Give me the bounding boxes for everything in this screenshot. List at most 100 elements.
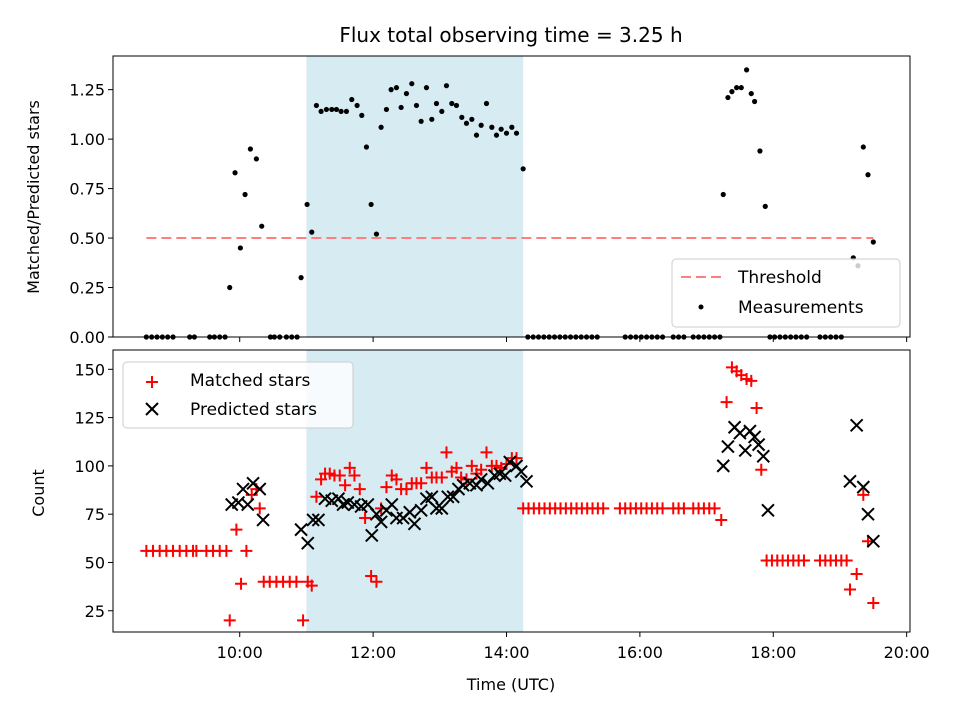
measurement-point: [489, 124, 495, 130]
top-y-axis-ticks: 0.00 0.25 0.50 0.75 1.00 1.25: [69, 81, 113, 347]
predicted-star-point: [435, 501, 449, 516]
matched-star-point: [708, 502, 721, 515]
measurement-point: [483, 100, 490, 107]
measurement-point: [463, 120, 470, 126]
predicted-star-point: [294, 522, 308, 537]
predicted-star-point: [256, 513, 270, 527]
predicted-star-point: [311, 513, 326, 527]
measurement-point: [329, 106, 335, 113]
measurement-point: [398, 104, 404, 111]
matched-star-point: [750, 401, 763, 414]
predicted-star-point: [253, 482, 267, 496]
predicted-star-point: [498, 468, 512, 483]
bottom-y-tick-label: 50: [85, 553, 105, 572]
matched-star-point: [450, 461, 463, 474]
matched-star-point: [359, 512, 372, 525]
matched-star-point: [240, 544, 253, 557]
measurement-points: [143, 67, 876, 340]
measurement-point: [323, 106, 330, 113]
x-tick-label: 20:00: [884, 643, 930, 662]
measurement-point: [453, 102, 460, 109]
legend-measurements-swatch: [698, 304, 704, 310]
measurement-point: [383, 106, 390, 113]
matched-star-point: [720, 396, 733, 409]
bottom-y-tick-label: 150: [74, 360, 105, 379]
matched-star-point: [348, 469, 361, 482]
top-legend: Threshold Measurements: [671, 258, 901, 328]
matched-star-point: [435, 471, 448, 484]
matched-star-point: [400, 483, 413, 496]
measurement-point: [378, 124, 384, 130]
predicted-star-point: [407, 517, 422, 531]
matched-star-point: [365, 569, 378, 582]
matched-star-point: [867, 597, 880, 610]
predicted-star-point: [751, 437, 766, 452]
bottom-y-tick-label: 125: [74, 409, 105, 428]
matched-star-point: [745, 374, 758, 387]
predicted-star-point: [738, 443, 752, 458]
measurement-point: [247, 146, 253, 152]
predicted-stars-points: [225, 418, 881, 550]
predicted-star-point: [474, 472, 488, 487]
bottom-y-tick-label: 100: [74, 457, 105, 476]
measurement-point: [725, 94, 731, 101]
measurement-point: [373, 231, 380, 237]
predicted-star-point: [761, 503, 775, 518]
predicted-star-point: [385, 497, 399, 512]
top-y-tick-label: 0.25: [69, 279, 105, 298]
matched-star-point: [305, 579, 318, 592]
top-plot-frame: [112, 55, 911, 338]
legend-threshold-label: Threshold: [737, 268, 822, 288]
measurement-point: [313, 102, 320, 109]
bottom-x-axis-ticks: 10:00 12:00 14:00 16:00 18:00 20:00: [217, 632, 930, 662]
matched-star-point: [420, 461, 433, 474]
top-y-tick-label: 0.75: [69, 180, 105, 199]
measurement-point: [439, 108, 445, 115]
matched-star-point: [380, 481, 393, 494]
measurement-point: [733, 85, 740, 91]
legend-matched-swatch: [146, 376, 158, 388]
measurement-point: [473, 132, 480, 138]
measurement-point: [227, 284, 233, 291]
matched-star-point: [857, 488, 870, 501]
measurement-point: [413, 102, 420, 109]
measurement-point: [509, 124, 515, 130]
legend-predicted-swatch: [145, 402, 159, 416]
measurement-point: [520, 166, 526, 172]
measurement-point: [237, 245, 243, 251]
bottom-legend-box: [122, 361, 354, 429]
top-highlight-band: [306, 56, 524, 337]
predicted-star-point: [849, 418, 864, 433]
top-y-tick-label: 0.50: [69, 229, 105, 248]
x-tick-label: 18:00: [750, 643, 796, 662]
predicted-star-point: [301, 536, 315, 550]
top-legend-box: [671, 258, 901, 328]
predicted-star-point: [503, 455, 517, 469]
matched-star-point: [755, 463, 768, 476]
bottom-y-axis-ticks: 25 50 75 100 125 150: [74, 360, 113, 621]
matched-star-point: [310, 490, 323, 503]
x-tick-label: 16:00: [617, 643, 663, 662]
matched-star-point: [223, 614, 236, 627]
matched-star-point: [465, 459, 478, 472]
bottom-panel: 25 50 75 100 125 150 10:00 12:00 14:00 16:00 18:0…: [29, 349, 930, 694]
measurement-point: [748, 90, 754, 97]
predicted-star-point: [365, 528, 379, 543]
measurement-point: [493, 132, 500, 138]
bottom-legend: Matched stars Predicted stars: [122, 361, 354, 429]
predicted-star-point: [446, 490, 460, 504]
matched-star-point: [475, 463, 488, 476]
measurement-point: [513, 130, 520, 136]
measurement-point: [752, 98, 758, 105]
measurement-point: [418, 118, 424, 124]
bottom-plot-frame: [112, 349, 911, 633]
measurement-point: [388, 87, 394, 93]
measurement-point: [259, 223, 265, 229]
measurement-point: [443, 83, 450, 89]
predicted-star-point: [747, 430, 762, 444]
measurement-point: [253, 156, 259, 162]
bottom-y-tick-label: 75: [85, 505, 105, 524]
measurement-point: [338, 108, 344, 115]
predicted-star-point: [866, 534, 881, 548]
